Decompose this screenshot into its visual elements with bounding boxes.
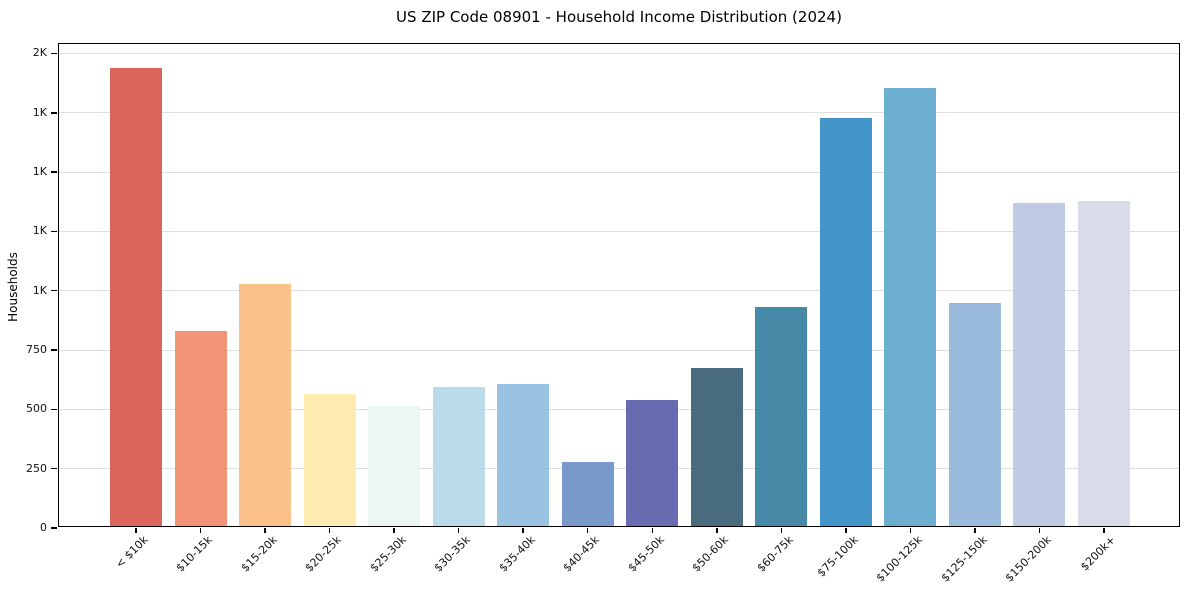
- x-tick-mark: [457, 527, 460, 533]
- x-tick-mark: [651, 527, 654, 533]
- x-tick-label: $35-40k: [496, 533, 538, 575]
- x-tick-mark: [845, 527, 847, 533]
- x-tick-label: $30-35k: [431, 533, 474, 575]
- x-tick-mark: [1103, 527, 1105, 533]
- bar: [1078, 200, 1130, 526]
- bar: [368, 406, 421, 526]
- y-tick-mark: [51, 171, 57, 173]
- x-tick-mark: [135, 527, 137, 533]
- y-tick-mark: [51, 349, 57, 351]
- bar: [497, 383, 550, 526]
- bar: [819, 117, 872, 526]
- y-tick-mark: [51, 527, 57, 529]
- x-tick-label: $15-20k: [238, 533, 280, 575]
- y-tick-label: 750: [26, 343, 47, 357]
- x-tick-label: $75-100k: [814, 533, 861, 580]
- gridline: [59, 230, 1179, 232]
- x-tick-mark: [586, 527, 589, 533]
- gridline: [59, 112, 1179, 114]
- y-tick-label: 0: [40, 521, 47, 534]
- y-tick-mark: [51, 289, 57, 292]
- x-tick-label: $25-30k: [367, 533, 409, 575]
- bar: [303, 394, 356, 526]
- bar: [884, 88, 937, 526]
- bar: [561, 461, 614, 526]
- x-tick-label: < $10k: [112, 533, 151, 571]
- plot-area: 0 250 500 750 1K 1K 1K 1K 2K: [26, 43, 1180, 534]
- gridline: [59, 349, 1179, 351]
- bar: [626, 400, 679, 526]
- y-tick-mark: [51, 230, 57, 233]
- x-tick-label: $60-75k: [754, 533, 796, 575]
- x-tick-mark: [909, 527, 912, 533]
- bar: [755, 306, 808, 526]
- x-tick-label: $45-50k: [625, 533, 667, 575]
- chart-title: US ZIP Code 08901 - Household Income Dis…: [396, 8, 842, 26]
- x-tick-mark: [393, 527, 395, 533]
- x-tick-label: $40-45k: [560, 533, 603, 575]
- gridline: [59, 408, 1179, 410]
- x-tick-mark: [328, 527, 331, 533]
- y-tick-label: 1K: [32, 224, 47, 238]
- x-tick-mark: [199, 527, 202, 533]
- gridline: [59, 171, 1179, 173]
- y-tick-mark: [51, 408, 57, 411]
- x-tick-mark: [780, 527, 783, 533]
- bar: [1013, 203, 1066, 526]
- x-tick-mark: [264, 527, 266, 533]
- x-tick-mark: [1038, 527, 1041, 533]
- y-tick-label: 500: [26, 402, 47, 416]
- x-tick-label: $125-150k: [938, 533, 990, 585]
- y-tick-label: 1K: [32, 105, 47, 119]
- x-tick-mark: [716, 527, 718, 533]
- y-tick-mark: [51, 467, 57, 470]
- x-tick-mark: [522, 527, 524, 533]
- x-tick-label: $20-25k: [302, 533, 345, 575]
- gridline: [59, 290, 1179, 292]
- gridline: [59, 468, 1179, 470]
- y-tick-label: 1K: [32, 283, 47, 297]
- bar: [432, 387, 485, 526]
- x-tick-label: $200k+: [1078, 533, 1119, 574]
- x-tick-label: $100-125k: [873, 533, 925, 585]
- gridline: [59, 52, 1179, 54]
- bar: [948, 302, 1001, 526]
- bar: [690, 368, 743, 526]
- y-tick-label: 2K: [32, 46, 47, 60]
- y-tick-label: 250: [26, 461, 47, 475]
- bar: [110, 68, 162, 526]
- bar: [174, 331, 227, 526]
- x-tick-label: $50-60k: [690, 533, 732, 575]
- x-tick-label: $10-15k: [173, 533, 216, 575]
- y-tick-label: 1K: [32, 165, 47, 179]
- bar: [239, 284, 292, 526]
- y-tick-mark: [51, 112, 57, 114]
- x-tick-mark: [974, 527, 976, 533]
- y-tick-mark: [51, 52, 57, 55]
- x-tick-label: $150-200k: [1002, 533, 1054, 585]
